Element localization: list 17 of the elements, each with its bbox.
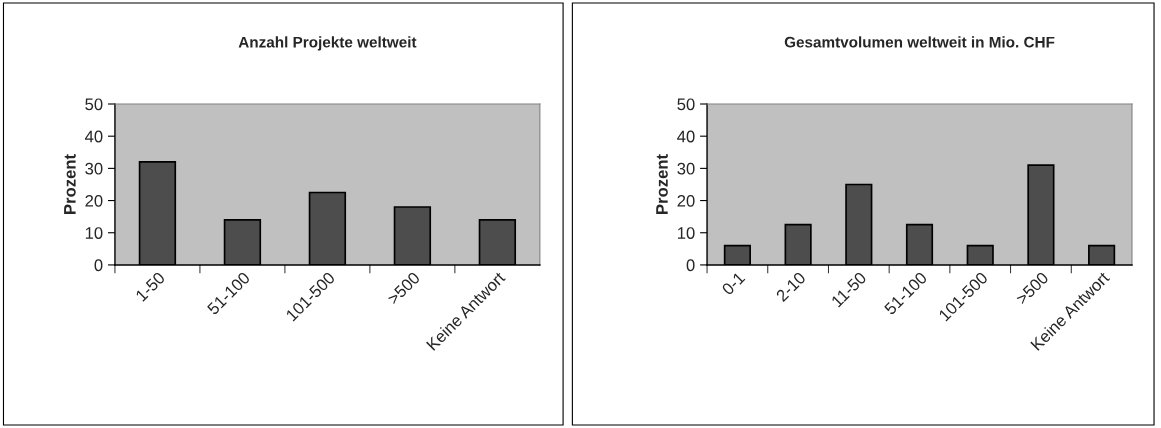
y-tick-label: 40 [84,130,103,143]
y-tick-label: 20 [677,194,695,207]
y-tick-label: 10 [677,227,695,239]
y-tick-label: 10 [85,227,103,239]
y-tick-label: 20 [85,194,103,207]
y-tick-label: 30 [677,162,695,175]
y-tick-label: 0 [94,259,103,272]
x-tick-label: 0-1 [721,271,746,296]
chart-title: Anzahl Projekte weltweit [238,36,417,51]
chart-title: Gesamtvolumen weltweit in Mio. CHF [784,36,1055,48]
y-axis-title: Prozent [64,154,76,214]
y-tick-label: 50 [85,98,103,111]
y-tick-label: 50 [677,98,695,111]
y-axis-title: Prozent [656,154,668,214]
y-tick-label: 40 [677,130,695,143]
y-tick-label: 0 [686,259,695,272]
y-tick-label: 30 [85,162,103,175]
